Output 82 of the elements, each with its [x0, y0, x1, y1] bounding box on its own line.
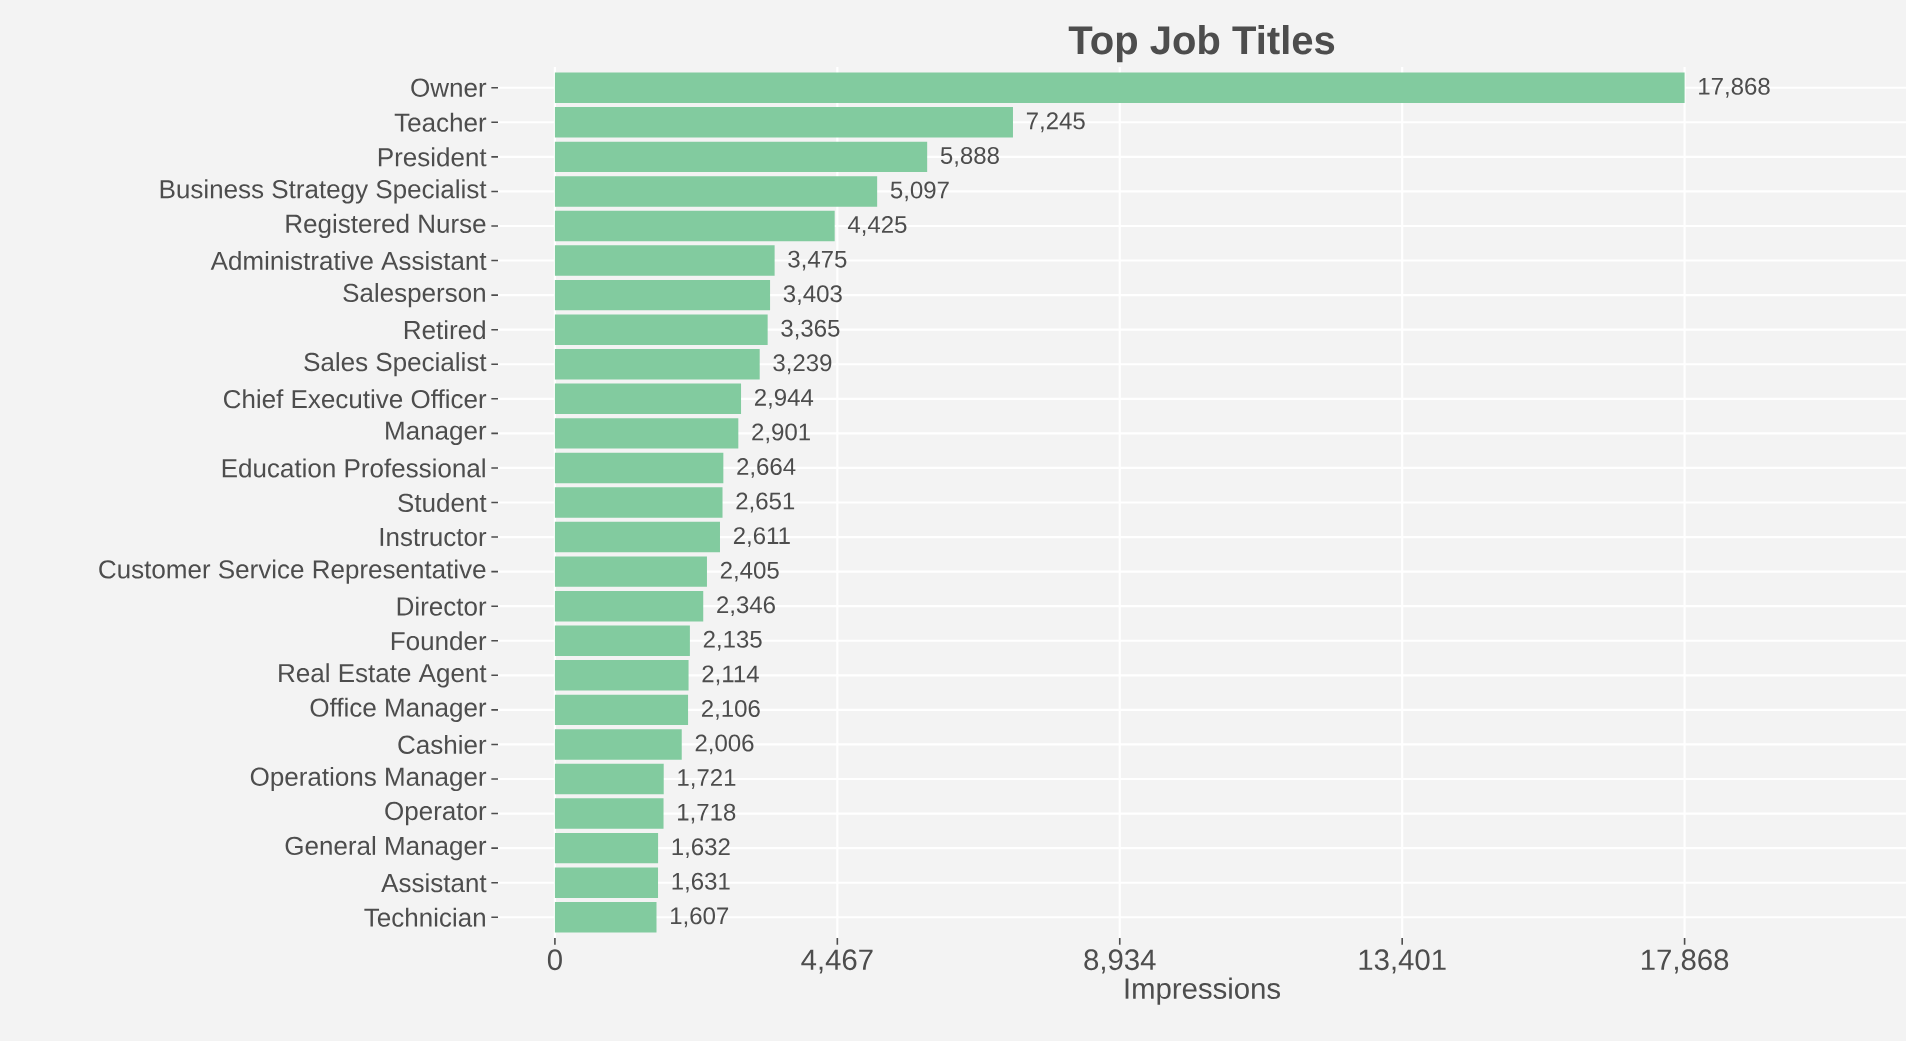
- y-tick-label: Registered Nurse: [286, 213, 486, 239]
- x-tick-label: 17,868: [1641, 949, 1729, 974]
- bar: [554, 521, 720, 553]
- data-label: 1,632: [672, 838, 730, 859]
- data-label: 5,888: [940, 146, 999, 167]
- data-label: 4,425: [847, 216, 907, 236]
- y-tick-label: Customer Service Representative: [99, 559, 486, 584]
- y-tick-label: Chief Executive Officer: [223, 389, 487, 409]
- bar: [554, 832, 659, 864]
- bar: [554, 72, 1685, 103]
- data-label: 1,718: [678, 803, 736, 824]
- bar: [554, 141, 928, 173]
- data-label: 2,135: [703, 630, 762, 651]
- bar: [554, 176, 878, 207]
- bar: [554, 349, 760, 380]
- chart-title: Top Job Titles: [1068, 25, 1335, 63]
- data-label: 1,721: [678, 769, 736, 789]
- data-label: 2,106: [701, 699, 760, 720]
- y-tick-label: President: [378, 147, 487, 167]
- y-tick-label: Business Strategy Specialist: [160, 179, 487, 204]
- y-tick-label: Operator: [385, 801, 487, 826]
- y-tick-label: Manager: [386, 421, 487, 446]
- bar: [554, 556, 707, 587]
- data-label: 2,611: [733, 527, 790, 547]
- y-tick-label: Retired: [404, 320, 485, 340]
- data-label: 3,475: [788, 250, 847, 271]
- data-label: 2,405: [720, 561, 779, 582]
- x-tick-label: 8,934: [1084, 949, 1156, 974]
- bar: [554, 210, 835, 242]
- y-tick-label: General Manager: [285, 836, 487, 861]
- data-label: 3,239: [773, 354, 832, 375]
- x-tick-label: 4,467: [801, 949, 873, 974]
- bar: [554, 763, 664, 795]
- y-tick-label: Operations Manager: [250, 766, 487, 792]
- y-tick-label: Founder: [391, 631, 487, 651]
- bar: [554, 660, 689, 691]
- y-tick-label: Owner: [411, 78, 487, 97]
- bar: [554, 694, 689, 726]
- data-label: 5,097: [890, 181, 949, 202]
- data-label: 2,114: [702, 665, 759, 686]
- data-label: 2,651: [736, 492, 795, 513]
- y-tick-label: Director: [397, 596, 487, 616]
- data-label: 2,901: [752, 423, 810, 444]
- bar: [554, 798, 664, 829]
- data-label: 17,868: [1699, 77, 1770, 98]
- bar: [554, 383, 742, 415]
- bar: [554, 107, 1013, 138]
- y-tick-label: Instructor: [380, 528, 487, 547]
- y-tick-label: Student: [398, 492, 487, 513]
- bar: [554, 452, 724, 484]
- data-label: 2,944: [754, 388, 814, 409]
- bar: [554, 590, 704, 622]
- y-tick-label: Assistant: [381, 873, 487, 893]
- bar: [554, 867, 659, 898]
- data-label: 1,607: [671, 907, 729, 928]
- y-tick-label: Technician: [364, 907, 485, 927]
- y-tick-label: Cashier: [398, 734, 487, 754]
- data-label: 7,245: [1026, 112, 1085, 133]
- y-tick-label: Real Estate Agent: [279, 663, 487, 688]
- data-label: 2,006: [695, 734, 754, 755]
- data-label: 3,403: [783, 285, 842, 306]
- y-tick-label: Teacher: [394, 112, 487, 132]
- bar: [554, 418, 739, 449]
- data-label: 2,346: [717, 596, 775, 617]
- y-tick-label: Administrative Assistant: [210, 251, 487, 271]
- bar: [554, 625, 690, 656]
- y-tick-label: Office Manager: [310, 697, 487, 722]
- y-tick-label: Education Professional: [222, 458, 485, 478]
- bar: [554, 902, 657, 933]
- bar: [554, 245, 775, 276]
- data-label: 3,365: [781, 319, 840, 340]
- bar: [554, 314, 768, 345]
- data-label: 1,631: [672, 872, 730, 893]
- bar: [554, 279, 771, 311]
- bar: [554, 487, 723, 518]
- y-tick-label: Salesperson: [343, 283, 485, 308]
- bar: [554, 729, 682, 760]
- x-tick-label: 13,401: [1359, 949, 1446, 974]
- data-label: 2,664: [737, 458, 796, 478]
- y-tick-label: Sales Specialist: [304, 352, 487, 377]
- x-axis-title: Impressions: [1125, 977, 1280, 1005]
- x-tick-label: 0: [547, 949, 562, 971]
